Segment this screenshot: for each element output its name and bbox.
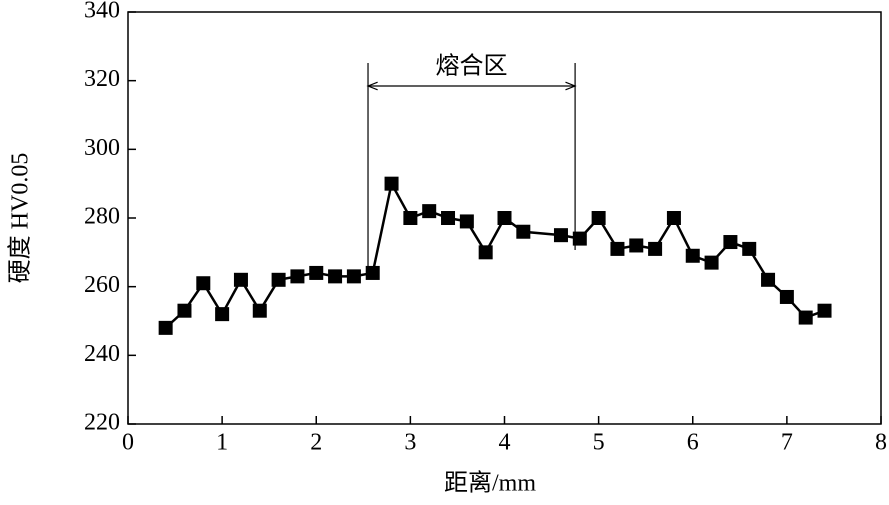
data-point xyxy=(761,272,776,287)
x-tick-label: 3 xyxy=(404,430,416,456)
x-tick-label: 2 xyxy=(310,430,322,456)
data-point xyxy=(441,211,456,225)
data-point xyxy=(384,176,399,191)
y-tick-label: 260 xyxy=(84,272,120,298)
y-tick-label: 300 xyxy=(84,135,120,161)
data-point xyxy=(553,228,568,243)
annotation-text: 熔合区 xyxy=(436,53,508,80)
data-point xyxy=(723,235,738,250)
data-point xyxy=(459,214,474,229)
y-tick-label: 220 xyxy=(84,410,120,436)
data-point xyxy=(290,269,305,284)
data-point xyxy=(610,241,625,256)
data-point xyxy=(629,238,644,253)
data-point xyxy=(422,204,437,219)
data-point xyxy=(403,211,418,225)
x-tick-label: 5 xyxy=(593,430,605,456)
data-point xyxy=(666,211,681,225)
data-point xyxy=(572,231,587,246)
data-point xyxy=(591,211,606,225)
x-axis-label: 距离/mm xyxy=(444,470,536,497)
y-tick-label: 320 xyxy=(84,66,120,92)
data-point xyxy=(742,241,757,256)
data-point xyxy=(177,303,192,318)
data-point xyxy=(516,224,531,239)
x-tick-label: 4 xyxy=(499,430,511,456)
data-point xyxy=(271,272,286,287)
x-tick-label: 7 xyxy=(781,430,793,456)
data-point xyxy=(817,303,832,318)
y-axis-label: 硬度 HV0.05 xyxy=(7,153,34,284)
y-tick-label: 280 xyxy=(84,204,120,230)
data-point xyxy=(309,265,324,280)
y-tick-label: 240 xyxy=(84,341,120,367)
x-tick-label: 8 xyxy=(875,430,887,456)
data-point xyxy=(346,269,361,284)
x-tick-label: 0 xyxy=(122,430,134,456)
data-point xyxy=(648,241,663,256)
data-point xyxy=(779,289,794,304)
data-point xyxy=(685,248,700,263)
y-tick-label: 340 xyxy=(84,0,120,24)
x-tick-label: 1 xyxy=(216,430,228,456)
x-tick-label: 6 xyxy=(687,430,699,456)
data-point xyxy=(233,272,248,287)
data-point xyxy=(328,269,343,284)
data-point xyxy=(252,303,267,318)
data-point xyxy=(497,211,512,225)
data-point xyxy=(196,276,211,291)
data-point xyxy=(158,320,173,335)
data-point xyxy=(798,310,813,325)
data-point xyxy=(365,265,380,280)
data-point xyxy=(215,307,230,322)
data-point xyxy=(704,255,719,270)
data-point xyxy=(478,245,493,260)
